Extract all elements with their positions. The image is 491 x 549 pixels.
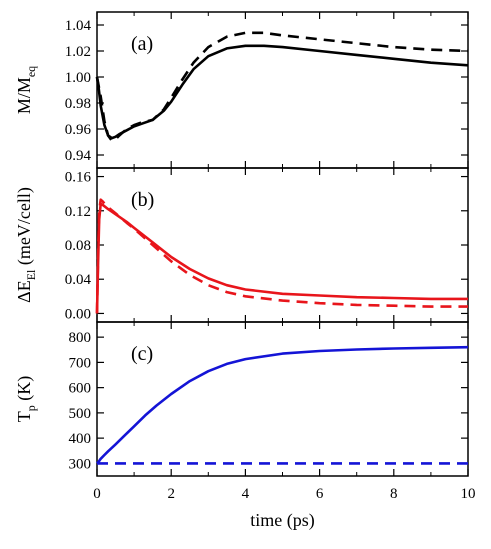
series-line-solid [95,202,468,314]
panel-2: 0.00 0.04 0.08 0.12 0.16 (b) ΔEEl (meV/cell) [14,167,469,323]
x-tick-label: 0 [93,486,101,502]
series-line-dashed [95,198,468,314]
y-tick-label: 1.04 [65,18,92,34]
y-axis-label: ΔEEl (meV/cell) [14,187,38,303]
panel-tag: (a) [131,33,153,55]
x-tick-label: 6 [316,486,324,502]
y-tick-label: 0.12 [65,204,91,220]
panels-group: 0.94 0.96 0.98 1.00 1.02 1.04 (a) M/Meq 0.00 0.04… [14,11,476,502]
y-tick-label: 1.02 [65,44,91,60]
x-tick-label: 10 [461,486,476,502]
y-tick-label: 1.00 [65,70,91,86]
series-line-solid [96,345,469,465]
x-tick-label: 4 [242,486,250,502]
y-tick-label: 700 [69,355,92,371]
y-tick-label: 0.96 [65,122,92,138]
x-tick-label: 2 [167,486,175,502]
x-tick-label: 8 [390,486,398,502]
panel-1: 0.94 0.96 0.98 1.00 1.02 1.04 (a) M/Meq [14,11,469,169]
x-axis-label: time (ps) [250,510,315,531]
y-axis-label: Tp (K) [14,376,38,423]
y-tick-label: 600 [69,381,92,397]
y-tick-label: 0.00 [65,306,91,322]
panel-3: 300 400 500 600 700 800 (c) Tp (K) [14,321,469,477]
y-tick-label: 0.08 [65,238,91,254]
y-tick-label: 400 [69,431,92,447]
y-tick-label: 0.16 [65,170,92,186]
series-line-solid [95,44,469,140]
y-tick-label: 0.94 [65,148,92,164]
y-tick-label: 800 [69,330,92,346]
y-tick-label: 0.04 [65,272,92,288]
y-tick-label: 300 [69,456,92,472]
y-tick-label: 500 [69,406,92,422]
panel-tag: (b) [131,189,154,211]
y-axis-label: M/Meq [14,66,38,114]
panel-tag: (c) [131,343,153,365]
y-tick-label: 0.98 [65,96,91,112]
